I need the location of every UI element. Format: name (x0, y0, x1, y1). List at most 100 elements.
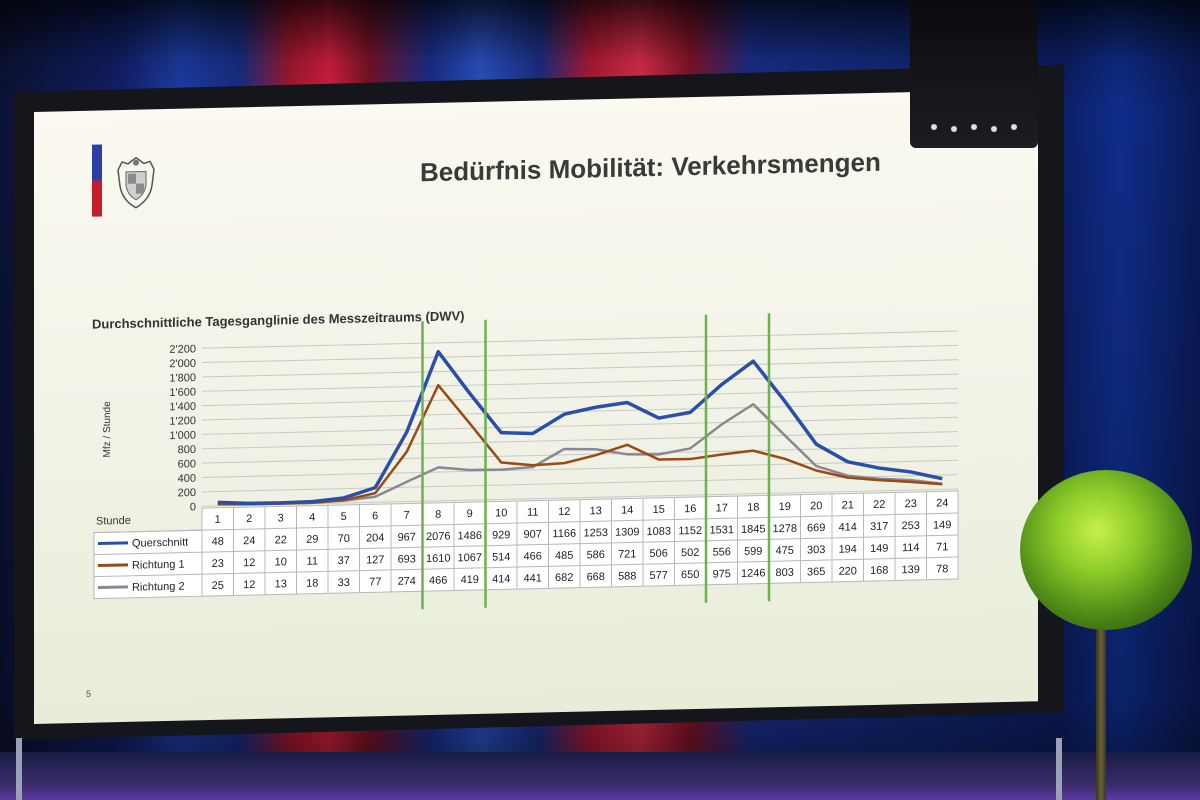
x-tick-label: 17 (716, 502, 728, 514)
x-tick-label: 18 (747, 502, 759, 514)
x-tick-label: 23 (905, 498, 917, 510)
gridline (202, 488, 958, 507)
data-label: 1610 (426, 553, 450, 566)
gridline (202, 373, 958, 392)
data-label: 975 (713, 568, 731, 580)
x-tick-label: 19 (779, 501, 791, 513)
data-label: 48 (212, 536, 224, 548)
data-label: 466 (429, 575, 447, 587)
data-label: 1486 (458, 530, 482, 543)
x-tick-label: 11 (527, 507, 538, 519)
coat-of-arms-icon (117, 156, 155, 209)
x-tick-label: 9 (467, 508, 473, 520)
y-tick-label: 1'800 (169, 372, 196, 385)
table-row-line (94, 512, 958, 534)
y-tick-label: 400 (178, 473, 196, 485)
x-tick-label: 22 (873, 499, 885, 511)
y-tick-label: 2'000 (169, 358, 196, 371)
y-tick-label: 2'200 (169, 343, 196, 356)
y-tick-label: 600 (178, 458, 196, 470)
data-label: 24 (243, 535, 255, 547)
line-chart: 02004006008001'0001'2001'4001'6001'8002'… (93, 313, 959, 610)
data-label: 485 (555, 550, 573, 562)
y-tick-label: 1'000 (169, 430, 196, 443)
speaker-lights (931, 124, 1017, 132)
x-tick-label: 21 (842, 499, 854, 511)
gridline (202, 416, 958, 435)
data-label: 1309 (615, 526, 639, 539)
y-tick-label: 0 (190, 501, 196, 513)
data-label: 204 (366, 532, 384, 544)
data-label: 78 (936, 563, 948, 575)
data-label: 577 (650, 570, 668, 582)
data-label: 1278 (773, 523, 797, 536)
data-label: 967 (398, 531, 416, 543)
y-tick-label: 1'200 (169, 415, 196, 428)
stage-speaker (910, 0, 1038, 148)
data-label: 514 (492, 551, 510, 563)
x-tick-label: 10 (495, 507, 507, 519)
legend-label: Richtung 2 (132, 581, 185, 594)
screen-stand-right (1056, 738, 1062, 800)
plant-stem (1096, 600, 1106, 800)
table-row-line (94, 534, 958, 556)
x-tick-label: 6 (372, 510, 378, 522)
gridline (202, 445, 958, 464)
x-tick-label: 24 (936, 497, 948, 509)
y-axis-label: Mfz / Stunde (102, 401, 113, 458)
data-label: 803 (776, 567, 794, 579)
data-label: 650 (681, 569, 699, 581)
data-label: 12 (243, 557, 255, 569)
series-line (217, 383, 943, 506)
stage-floor (0, 752, 1200, 800)
data-label: 194 (839, 543, 857, 555)
data-label: 414 (839, 521, 857, 533)
data-label: 139 (902, 564, 920, 576)
x-tick-label: 12 (558, 506, 570, 518)
x-tick-label: 15 (653, 504, 665, 516)
data-label: 365 (807, 566, 825, 578)
data-label: 1083 (647, 526, 671, 539)
data-label: 907 (524, 528, 542, 540)
data-label: 502 (681, 547, 699, 559)
data-label: 556 (713, 546, 731, 558)
data-label: 682 (555, 572, 573, 584)
legend-label: Querschnitt (132, 537, 188, 550)
data-label: 10 (275, 556, 287, 568)
legend-swatch (98, 541, 128, 546)
x-tick-label: 4 (309, 512, 315, 524)
x-tick-label: 2 (246, 513, 252, 525)
x-tick-label: 7 (404, 509, 410, 521)
data-label: 77 (369, 576, 381, 588)
data-label: 71 (936, 541, 948, 553)
data-label: 668 (587, 571, 605, 583)
data-label: 149 (933, 519, 951, 531)
data-label: 317 (870, 521, 888, 533)
gridline (202, 431, 958, 450)
screen-stand-left (16, 738, 22, 800)
data-label: 669 (807, 522, 825, 534)
data-label: 588 (618, 570, 636, 582)
page-number: 5 (86, 688, 92, 699)
data-label: 1246 (741, 567, 765, 580)
projection-screen: Bedürfnis Mobilität: Verkehrsmengen Durc… (34, 89, 1038, 724)
legend-swatch (98, 585, 128, 590)
series-line (217, 349, 943, 506)
data-label: 127 (366, 554, 384, 566)
data-label: 1253 (584, 527, 608, 540)
data-label: 586 (587, 549, 605, 561)
legend-swatch (98, 563, 128, 568)
gridline (202, 474, 958, 493)
data-label: 220 (839, 565, 857, 577)
data-label: 25 (212, 580, 224, 592)
x-tick-label: 5 (341, 511, 347, 523)
data-label: 466 (524, 550, 542, 562)
data-label: 13 (275, 578, 287, 590)
gridline (202, 330, 958, 349)
y-tick-label: 800 (178, 444, 196, 456)
data-label: 12 (243, 579, 255, 591)
data-label: 303 (807, 544, 825, 556)
data-label: 1166 (552, 528, 576, 541)
data-label: 441 (524, 572, 542, 584)
x-tick-label: 1 (215, 514, 221, 526)
